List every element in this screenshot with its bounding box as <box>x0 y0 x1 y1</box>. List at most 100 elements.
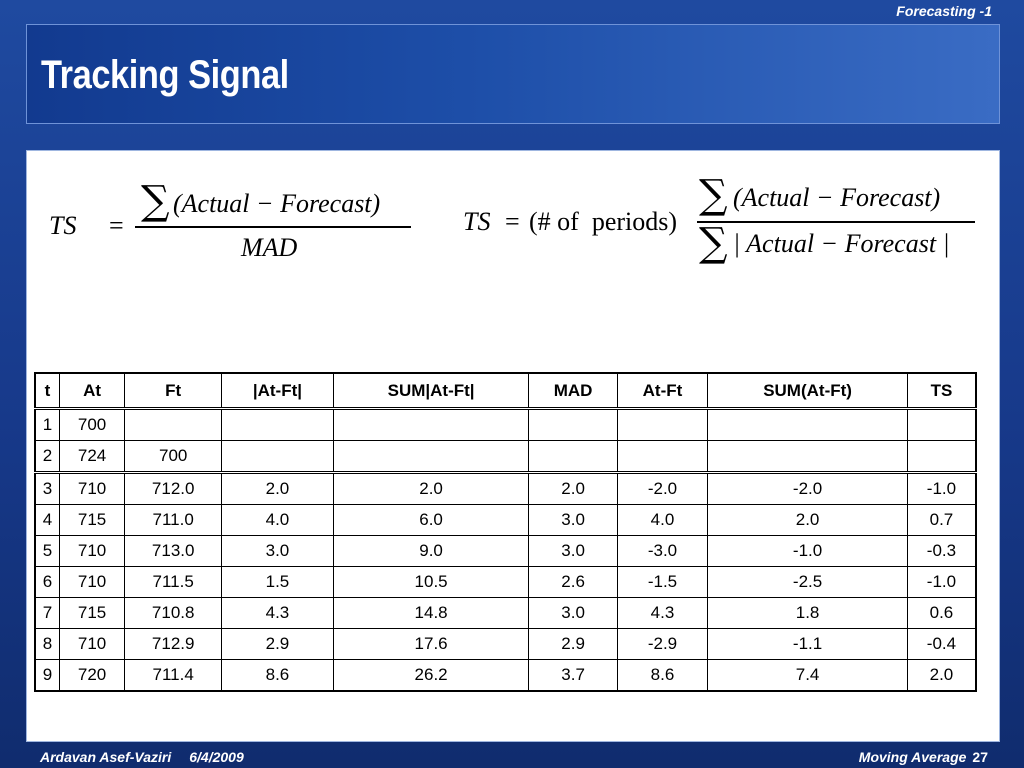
table-cell-ts: 0.7 <box>906 504 977 536</box>
table-cell-ts: 2.0 <box>906 659 977 692</box>
table-row: 1 700 <box>34 408 977 441</box>
formula-right-numerator: (Actual − Forecast) <box>733 183 941 212</box>
table-cell-ts: -1.0 <box>906 472 977 505</box>
table-header-row: t At Ft |At-Ft| SUM|At-Ft| MAD At-Ft SUM… <box>34 372 977 410</box>
table-cell-error: -3.0 <box>616 535 709 567</box>
table-row: 5 710 713.0 3.0 9.0 3.0 -3.0 -1.0 -0.3 <box>34 535 977 567</box>
table-row: 4 715 711.0 4.0 6.0 3.0 4.0 2.0 0.7 <box>34 504 977 536</box>
table-cell-t: 2 <box>34 440 60 474</box>
table-cell-sum-abs-error: 17.6 <box>332 628 530 660</box>
table-cell-ts <box>906 408 977 441</box>
tracking-signal-table: t At Ft |At-Ft| SUM|At-Ft| MAD At-Ft SUM… <box>34 372 977 692</box>
footer-page-number: 27 <box>972 749 988 765</box>
table-row: 7 715 710.8 4.3 14.8 3.0 4.3 1.8 0.6 <box>34 597 977 629</box>
table-cell-mad <box>528 408 618 441</box>
table-cell-sum-error: -1.1 <box>707 628 908 660</box>
table-cell-at: 700 <box>58 408 126 441</box>
table-cell-mad: 3.0 <box>528 504 618 536</box>
formula-left-fraction-bar <box>135 226 411 228</box>
table-cell-at: 720 <box>58 659 126 692</box>
table-cell-sum-error: -1.0 <box>707 535 908 567</box>
formula-right-fraction-bar <box>697 221 975 223</box>
table-cell-ts: -0.4 <box>906 628 977 660</box>
table-cell-error: -2.9 <box>616 628 709 660</box>
table-cell-sum-abs-error: 10.5 <box>332 566 530 598</box>
footer-left: Ardavan Asef-Vaziri 6/4/2009 <box>40 749 244 765</box>
column-header-sum-abs-error: SUM|At-Ft| <box>332 372 530 410</box>
table-cell-sum-error: -2.5 <box>707 566 908 598</box>
table-cell-ts: -1.0 <box>906 566 977 598</box>
table-cell-ts: 0.6 <box>906 597 977 629</box>
table-cell-ft: 712.9 <box>124 628 223 660</box>
table-cell-error: -1.5 <box>616 566 709 598</box>
table-cell-sum-abs-error <box>332 408 530 441</box>
formula-left-sum-symbol: ∑ <box>141 178 170 224</box>
table-row: 8 710 712.9 2.9 17.6 2.9 -2.9 -1.1 -0.4 <box>34 628 977 660</box>
column-header-mad: MAD <box>528 372 618 410</box>
table-cell-at: 715 <box>58 597 126 629</box>
table-cell-mad: 2.9 <box>528 628 618 660</box>
table-cell-error: 4.0 <box>616 504 709 536</box>
formula-left-denominator: MAD <box>241 233 298 262</box>
footer-date: 6/4/2009 <box>189 749 244 765</box>
table-row: 3 710 712.0 2.0 2.0 2.0 -2.0 -2.0 -1.0 <box>34 472 977 505</box>
table-cell-sum-error: -2.0 <box>707 472 908 505</box>
table-cell-mad: 2.6 <box>528 566 618 598</box>
table-cell-ft: 713.0 <box>124 535 223 567</box>
table-cell-t: 1 <box>34 408 60 441</box>
table-cell-ts <box>906 440 977 474</box>
table-cell-error: -2.0 <box>616 472 709 505</box>
table-cell-sum-abs-error: 9.0 <box>332 535 530 567</box>
formula-right: TS = (# of periods) ∑ (Actual − Forecast… <box>463 175 983 275</box>
table-cell-error <box>616 440 709 474</box>
table-cell-at: 710 <box>58 472 126 505</box>
slide-header-label: Forecasting -1 <box>896 3 992 19</box>
footer-section: Moving Average <box>858 749 967 765</box>
table-cell-abs-error <box>221 408 334 441</box>
table-cell-t: 3 <box>34 472 60 505</box>
slide-title: Tracking Signal <box>41 53 289 97</box>
table-cell-ts: -0.3 <box>906 535 977 567</box>
table-cell-t: 6 <box>34 566 60 598</box>
content-panel: TS = ∑ (Actual − Forecast) MAD TS = (# o… <box>26 150 1000 742</box>
table-cell-sum-abs-error: 14.8 <box>332 597 530 629</box>
table-cell-sum-error <box>707 440 908 474</box>
table-cell-ft: 711.4 <box>124 659 223 692</box>
table-cell-sum-error: 2.0 <box>707 504 908 536</box>
table-cell-mad: 3.7 <box>528 659 618 692</box>
table-cell-sum-error <box>707 408 908 441</box>
formula-left-equals: = <box>109 211 124 240</box>
footer-author: Ardavan Asef-Vaziri <box>40 749 172 765</box>
table-cell-abs-error: 4.0 <box>221 504 334 536</box>
table-cell-ft <box>124 408 223 441</box>
table-cell-ft: 712.0 <box>124 472 223 505</box>
table-cell-mad <box>528 440 618 474</box>
table-cell-abs-error <box>221 440 334 474</box>
table-cell-sum-abs-error: 2.0 <box>332 472 530 505</box>
formula-right-multiplier: (# of periods) <box>529 207 678 236</box>
column-header-error: At-Ft <box>616 372 709 410</box>
formula-right-equals: = <box>505 207 520 236</box>
footer-right: Moving Average 27 <box>859 749 988 765</box>
column-header-ts: TS <box>906 372 977 410</box>
table-cell-sum-abs-error: 26.2 <box>332 659 530 692</box>
column-header-at: At <box>58 372 126 410</box>
formula-left-numerator: (Actual − Forecast) <box>173 189 381 218</box>
formula-right-lhs: TS <box>463 207 491 236</box>
column-header-sum-error: SUM(At-Ft) <box>707 372 908 410</box>
table-cell-sum-abs-error: 6.0 <box>332 504 530 536</box>
formula-right-denominator: | Actual − Forecast | <box>733 229 950 258</box>
table-cell-ft: 700 <box>124 440 223 474</box>
table-cell-sum-error: 1.8 <box>707 597 908 629</box>
column-header-t: t <box>34 372 60 410</box>
table-cell-ft: 711.0 <box>124 504 223 536</box>
table-cell-mad: 3.0 <box>528 597 618 629</box>
table-cell-at: 715 <box>58 504 126 536</box>
table-cell-abs-error: 2.9 <box>221 628 334 660</box>
table-row: 9 720 711.4 8.6 26.2 3.7 8.6 7.4 2.0 <box>34 659 977 692</box>
table-cell-at: 724 <box>58 440 126 474</box>
table-cell-ft: 711.5 <box>124 566 223 598</box>
table-cell-error: 8.6 <box>616 659 709 692</box>
table-cell-error: 4.3 <box>616 597 709 629</box>
table-cell-mad: 2.0 <box>528 472 618 505</box>
